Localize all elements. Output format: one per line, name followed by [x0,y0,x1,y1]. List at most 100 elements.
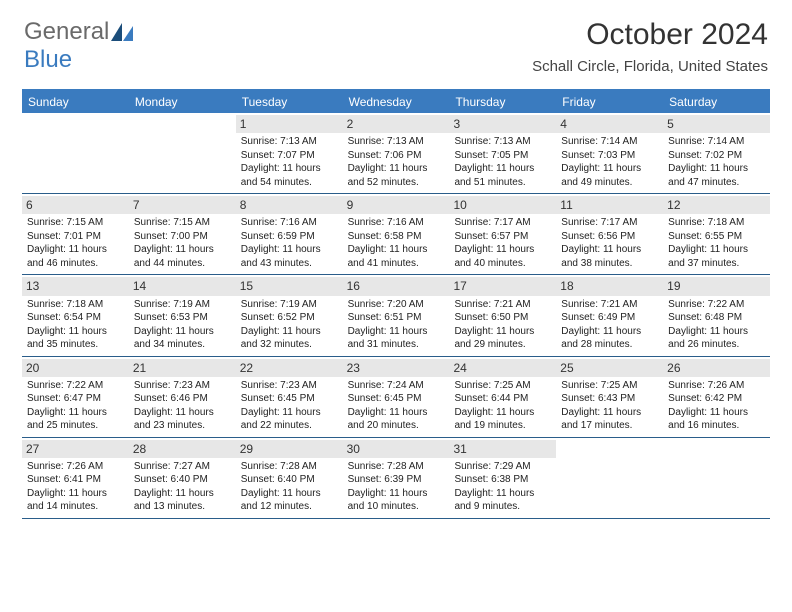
logo-sail-icon [111,23,133,46]
daylight-text: Daylight: 11 hours and 16 minutes. [668,406,765,433]
day-cell: 10Sunrise: 7:17 AMSunset: 6:57 PMDayligh… [449,194,556,274]
sunset-text: Sunset: 6:41 PM [27,473,124,487]
daylight-text: Daylight: 11 hours and 22 minutes. [241,406,338,433]
day-cell: 3Sunrise: 7:13 AMSunset: 7:05 PMDaylight… [449,113,556,193]
sunset-text: Sunset: 6:58 PM [348,230,445,244]
day-number: 31 [449,440,556,458]
sunset-text: Sunset: 6:50 PM [454,311,551,325]
week-row: 20Sunrise: 7:22 AMSunset: 6:47 PMDayligh… [22,357,770,438]
sunset-text: Sunset: 6:49 PM [561,311,658,325]
daylight-text: Daylight: 11 hours and 17 minutes. [561,406,658,433]
day-number: 2 [343,115,450,133]
sunset-text: Sunset: 6:40 PM [241,473,338,487]
sunset-text: Sunset: 6:40 PM [134,473,231,487]
daylight-text: Daylight: 11 hours and 13 minutes. [134,487,231,514]
day-cell: 23Sunrise: 7:24 AMSunset: 6:45 PMDayligh… [343,357,450,437]
sunrise-text: Sunrise: 7:21 AM [454,298,551,312]
daylight-text: Daylight: 11 hours and 32 minutes. [241,325,338,352]
day-cell: 24Sunrise: 7:25 AMSunset: 6:44 PMDayligh… [449,357,556,437]
day-cell: 9Sunrise: 7:16 AMSunset: 6:58 PMDaylight… [343,194,450,274]
day-cell: 21Sunrise: 7:23 AMSunset: 6:46 PMDayligh… [129,357,236,437]
sunrise-text: Sunrise: 7:20 AM [348,298,445,312]
weekday-header: Friday [556,91,663,113]
sunset-text: Sunset: 6:57 PM [454,230,551,244]
week-row: 27Sunrise: 7:26 AMSunset: 6:41 PMDayligh… [22,438,770,519]
day-cell: 29Sunrise: 7:28 AMSunset: 6:40 PMDayligh… [236,438,343,518]
sunset-text: Sunset: 6:55 PM [668,230,765,244]
sunset-text: Sunset: 7:02 PM [668,149,765,163]
day-number: 13 [22,277,129,295]
daylight-text: Daylight: 11 hours and 29 minutes. [454,325,551,352]
daylight-text: Daylight: 11 hours and 44 minutes. [134,243,231,270]
sunset-text: Sunset: 6:59 PM [241,230,338,244]
day-number: 1 [236,115,343,133]
daylight-text: Daylight: 11 hours and 31 minutes. [348,325,445,352]
sunrise-text: Sunrise: 7:28 AM [241,460,338,474]
day-number: 14 [129,277,236,295]
day-cell: 1Sunrise: 7:13 AMSunset: 7:07 PMDaylight… [236,113,343,193]
daylight-text: Daylight: 11 hours and 40 minutes. [454,243,551,270]
sunset-text: Sunset: 6:56 PM [561,230,658,244]
sunset-text: Sunset: 6:52 PM [241,311,338,325]
day-number [556,440,663,458]
week-row: 6Sunrise: 7:15 AMSunset: 7:01 PMDaylight… [22,194,770,275]
day-cell: 25Sunrise: 7:25 AMSunset: 6:43 PMDayligh… [556,357,663,437]
day-number: 23 [343,359,450,377]
sunrise-text: Sunrise: 7:13 AM [348,135,445,149]
daylight-text: Daylight: 11 hours and 37 minutes. [668,243,765,270]
weekday-header-row: SundayMondayTuesdayWednesdayThursdayFrid… [22,91,770,113]
day-number: 18 [556,277,663,295]
day-number: 6 [22,196,129,214]
sunset-text: Sunset: 7:00 PM [134,230,231,244]
day-number: 30 [343,440,450,458]
location-label: Schall Circle, Florida, United States [532,58,768,75]
sunrise-text: Sunrise: 7:25 AM [561,379,658,393]
sunrise-text: Sunrise: 7:22 AM [668,298,765,312]
day-number: 5 [663,115,770,133]
sunrise-text: Sunrise: 7:25 AM [454,379,551,393]
day-cell: 2 Sunrise: 7:13 AMSunset: 7:06 PMDaylight… [343,113,450,193]
daylight-text: Daylight: 11 hours and 52 minutes. [348,162,445,189]
sunset-text: Sunset: 6:47 PM [27,392,124,406]
sunrise-text: Sunrise: 7:21 AM [561,298,658,312]
daylight-text: Daylight: 11 hours and 43 minutes. [241,243,338,270]
sunset-text: Sunset: 6:46 PM [134,392,231,406]
week-row: 13Sunrise: 7:18 AMSunset: 6:54 PMDayligh… [22,275,770,356]
sunrise-text: Sunrise: 7:16 AM [348,216,445,230]
sunrise-text: Sunrise: 7:24 AM [348,379,445,393]
day-number: 19 [663,277,770,295]
day-cell: 4Sunrise: 7:14 AMSunset: 7:03 PMDaylight… [556,113,663,193]
sunrise-text: Sunrise: 7:13 AM [241,135,338,149]
day-number: 16 [343,277,450,295]
sunrise-text: Sunrise: 7:16 AM [241,216,338,230]
day-cell: 26Sunrise: 7:26 AMSunset: 6:42 PMDayligh… [663,357,770,437]
week-row: 1Sunrise: 7:13 AMSunset: 7:07 PMDaylight… [22,113,770,194]
sunrise-text: Sunrise: 7:17 AM [454,216,551,230]
day-cell: 17 Sunrise: 7:21 AMSunset: 6:50 PMDayligh… [449,275,556,355]
day-cell: 30Sunrise: 7:28 AMSunset: 6:39 PMDayligh… [343,438,450,518]
daylight-text: Daylight: 11 hours and 54 minutes. [241,162,338,189]
calendar-grid: SundayMondayTuesdayWednesdayThursdayFrid… [22,89,770,519]
day-cell [556,438,663,518]
weekday-header: Monday [129,91,236,113]
daylight-text: Daylight: 11 hours and 25 minutes. [27,406,124,433]
daylight-text: Daylight: 11 hours and 49 minutes. [561,162,658,189]
day-number: 3 [449,115,556,133]
sunset-text: Sunset: 7:03 PM [561,149,658,163]
daylight-text: Daylight: 11 hours and 20 minutes. [348,406,445,433]
day-number: 17 [449,277,556,295]
day-cell: 31Sunrise: 7:29 AMSunset: 6:38 PMDayligh… [449,438,556,518]
daylight-text: Daylight: 11 hours and 38 minutes. [561,243,658,270]
daylight-text: Daylight: 11 hours and 47 minutes. [668,162,765,189]
sunrise-text: Sunrise: 7:19 AM [241,298,338,312]
weekday-header: Thursday [449,91,556,113]
day-number: 29 [236,440,343,458]
day-number: 4 [556,115,663,133]
page-header: General Blue October 2024 Schall Circle,… [0,0,792,83]
day-cell: 12Sunrise: 7:18 AMSunset: 6:55 PMDayligh… [663,194,770,274]
sunset-text: Sunset: 7:06 PM [348,149,445,163]
day-cell: 8Sunrise: 7:16 AMSunset: 6:59 PMDaylight… [236,194,343,274]
sunrise-text: Sunrise: 7:26 AM [27,460,124,474]
day-number: 24 [449,359,556,377]
daylight-text: Daylight: 11 hours and 41 minutes. [348,243,445,270]
